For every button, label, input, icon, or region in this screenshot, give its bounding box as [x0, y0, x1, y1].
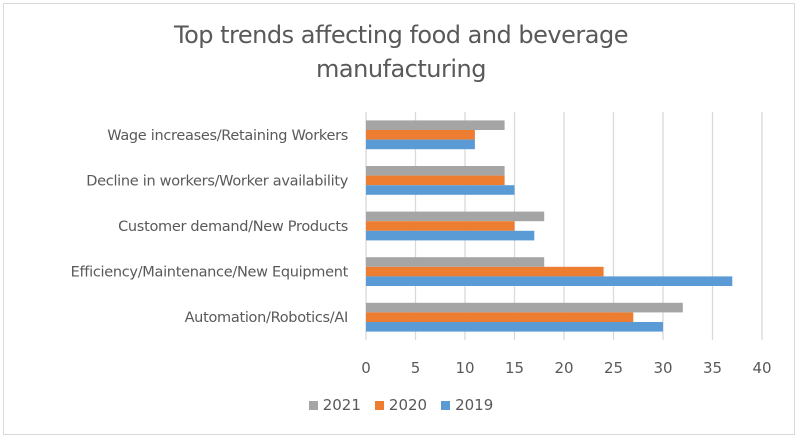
x-tick-label: 40 [752, 359, 771, 377]
bar-2019 [366, 230, 535, 241]
category-label: Wage increases/Retaining Workers [107, 128, 348, 144]
bar-2020 [366, 175, 505, 186]
x-tick-label: 5 [411, 359, 421, 377]
category-label: Customer demand/New Products [118, 219, 348, 235]
x-tick-label: 15 [505, 359, 524, 377]
legend-item-2019: 2019 [441, 396, 493, 414]
category-label: Decline in workers/Worker availability [86, 173, 348, 189]
x-tick-labels: 0 5 10 15 20 25 30 35 40 [361, 359, 771, 377]
legend-label: 2019 [455, 396, 494, 414]
bar-2020 [366, 221, 515, 231]
legend-swatch [441, 400, 451, 410]
x-tick-label: 20 [554, 359, 573, 377]
x-tick-label: 10 [455, 359, 474, 377]
chart-title-line-2: manufacturing [316, 55, 486, 83]
x-tick-label: 25 [604, 359, 623, 377]
bar-2020 [366, 266, 604, 277]
x-tick-label: 35 [703, 359, 722, 377]
bar-2021 [366, 120, 505, 130]
bars [366, 120, 733, 332]
category-label: Automation/Robotics/AI [185, 310, 348, 326]
bar-2019 [366, 322, 663, 332]
bar-2019 [366, 276, 733, 286]
legend: 2021 2020 2019 [0, 396, 802, 414]
legend-swatch [374, 400, 384, 410]
bar-2021 [366, 302, 683, 313]
chart-title-line-1: Top trends affecting food and beverage [174, 21, 628, 49]
legend-item-2020: 2020 [374, 396, 428, 414]
x-tick-label: 30 [653, 359, 672, 377]
legend-item-2021: 2021 [308, 396, 361, 414]
bar-2021 [366, 257, 545, 267]
bar-2020 [366, 130, 475, 140]
legend-label: 2021 [322, 396, 361, 414]
bar-2019 [366, 139, 475, 150]
category-label: Efficiency/Maintenance/New Equipment [71, 265, 349, 281]
category-labels: Wage increases/Retaining Workers Decline … [71, 128, 349, 326]
bar-2019 [366, 185, 515, 195]
bar-2020 [366, 312, 634, 322]
legend-label: 2020 [388, 396, 428, 414]
bar-2021 [366, 211, 545, 222]
bar-2021 [366, 166, 505, 176]
legend-swatch [308, 400, 318, 410]
x-tick-label: 0 [361, 359, 371, 377]
chart-title: Top trends affecting food and beverage m… [0, 18, 802, 86]
